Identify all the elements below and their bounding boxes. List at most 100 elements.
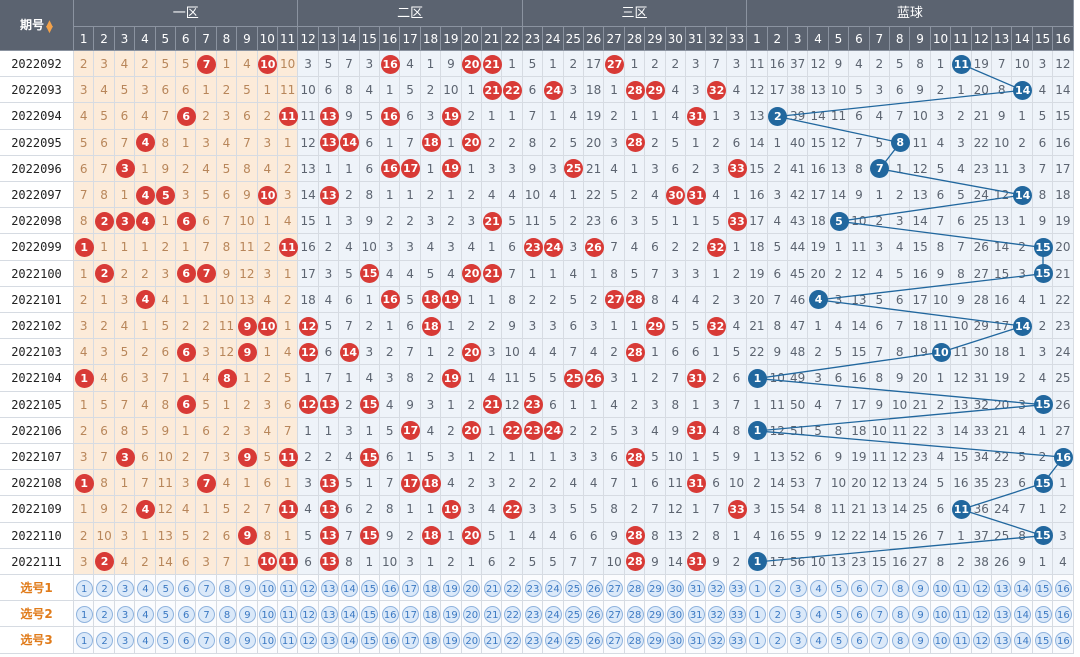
blue-select-ball[interactable]: 13 (993, 605, 1011, 623)
sort-arrows-icon[interactable]: ▲ ▼ (46, 18, 53, 35)
blue-select-ball[interactable]: 14 (1014, 579, 1032, 597)
red-select-ball[interactable]: 21 (483, 579, 501, 597)
blue-select-ball[interactable]: 15 (1034, 632, 1052, 649)
red-select-ball[interactable]: 19 (442, 605, 460, 623)
red-select-ball[interactable]: 1 (75, 579, 93, 597)
blue-select-ball[interactable]: 15 (1034, 579, 1052, 597)
blue-select-ball[interactable]: 10 (932, 632, 950, 649)
red-select-ball[interactable]: 20 (463, 605, 481, 623)
blue-select-ball[interactable]: 1 (748, 579, 766, 597)
red-select-ball[interactable]: 21 (483, 632, 501, 649)
blue-select-ball[interactable]: 6 (850, 579, 868, 597)
red-select-ball[interactable]: 5 (157, 605, 175, 623)
red-select-ball[interactable]: 8 (218, 579, 236, 597)
red-select-ball[interactable]: 30 (667, 632, 685, 649)
red-select-ball[interactable]: 26 (585, 579, 603, 597)
blue-select-ball[interactable]: 9 (912, 632, 930, 649)
red-select-ball[interactable]: 9 (238, 579, 256, 597)
red-select-ball[interactable]: 17 (402, 632, 420, 649)
red-select-ball[interactable]: 1 (75, 605, 93, 623)
red-select-ball[interactable]: 11 (279, 632, 297, 649)
red-select-ball[interactable]: 31 (687, 632, 705, 649)
red-select-ball[interactable]: 11 (279, 605, 297, 623)
red-select-ball[interactable]: 3 (116, 632, 134, 649)
issue-header[interactable]: 期号 ▲ ▼ (0, 0, 74, 51)
red-select-ball[interactable]: 6 (177, 632, 195, 649)
red-select-ball[interactable]: 23 (524, 605, 542, 623)
blue-select-ball[interactable]: 2 (769, 579, 787, 597)
red-select-ball[interactable]: 4 (136, 632, 154, 649)
red-select-ball[interactable]: 13 (320, 579, 338, 597)
blue-select-ball[interactable]: 12 (973, 632, 991, 649)
red-select-ball[interactable]: 30 (667, 605, 685, 623)
red-select-ball[interactable]: 33 (728, 605, 746, 623)
blue-select-ball[interactable]: 8 (891, 605, 909, 623)
red-select-ball[interactable]: 18 (422, 632, 440, 649)
red-select-ball[interactable]: 13 (320, 605, 338, 623)
red-select-ball[interactable]: 17 (402, 605, 420, 623)
red-select-ball[interactable]: 33 (728, 579, 746, 597)
blue-select-ball[interactable]: 10 (932, 579, 950, 597)
red-select-ball[interactable]: 14 (340, 605, 358, 623)
red-select-ball[interactable]: 19 (442, 579, 460, 597)
blue-select-ball[interactable]: 8 (891, 579, 909, 597)
red-select-ball[interactable]: 29 (646, 579, 664, 597)
blue-select-ball[interactable]: 5 (830, 632, 848, 649)
red-select-ball[interactable]: 9 (238, 632, 256, 649)
red-select-ball[interactable]: 15 (361, 605, 379, 623)
red-select-ball[interactable]: 25 (565, 632, 583, 649)
blue-select-ball[interactable]: 5 (830, 605, 848, 623)
red-select-ball[interactable]: 30 (667, 579, 685, 597)
red-select-ball[interactable]: 24 (544, 605, 562, 623)
red-select-ball[interactable]: 27 (606, 579, 624, 597)
red-select-ball[interactable]: 9 (238, 605, 256, 623)
blue-select-ball[interactable]: 4 (810, 579, 828, 597)
red-select-ball[interactable]: 26 (585, 632, 603, 649)
red-select-ball[interactable]: 10 (259, 632, 277, 649)
red-select-ball[interactable]: 28 (626, 605, 644, 623)
blue-select-ball[interactable]: 15 (1034, 605, 1052, 623)
red-select-ball[interactable]: 15 (361, 632, 379, 649)
red-select-ball[interactable]: 6 (177, 605, 195, 623)
red-select-ball[interactable]: 28 (626, 579, 644, 597)
blue-select-ball[interactable]: 11 (952, 605, 970, 623)
blue-select-ball[interactable]: 8 (891, 632, 909, 649)
red-select-ball[interactable]: 4 (136, 579, 154, 597)
red-select-ball[interactable]: 15 (361, 579, 379, 597)
red-select-ball[interactable]: 17 (402, 579, 420, 597)
blue-select-ball[interactable]: 16 (1054, 579, 1072, 597)
red-select-ball[interactable]: 31 (687, 605, 705, 623)
blue-select-ball[interactable]: 13 (993, 579, 1011, 597)
blue-select-ball[interactable]: 16 (1054, 632, 1072, 649)
red-select-ball[interactable]: 16 (381, 632, 399, 649)
blue-select-ball[interactable]: 16 (1054, 605, 1072, 623)
red-select-ball[interactable]: 33 (728, 632, 746, 649)
red-select-ball[interactable]: 32 (708, 632, 726, 649)
blue-select-ball[interactable]: 12 (973, 605, 991, 623)
red-select-ball[interactable]: 31 (687, 579, 705, 597)
red-select-ball[interactable]: 7 (198, 605, 216, 623)
red-select-ball[interactable]: 7 (198, 632, 216, 649)
blue-select-ball[interactable]: 6 (850, 632, 868, 649)
blue-select-ball[interactable]: 14 (1014, 632, 1032, 649)
red-select-ball[interactable]: 8 (218, 605, 236, 623)
blue-select-ball[interactable]: 9 (912, 605, 930, 623)
red-select-ball[interactable]: 22 (504, 632, 522, 649)
red-select-ball[interactable]: 3 (116, 605, 134, 623)
blue-select-ball[interactable]: 3 (789, 605, 807, 623)
red-select-ball[interactable]: 25 (565, 605, 583, 623)
red-select-ball[interactable]: 14 (340, 579, 358, 597)
red-select-ball[interactable]: 32 (708, 605, 726, 623)
red-select-ball[interactable]: 16 (381, 605, 399, 623)
blue-select-ball[interactable]: 2 (769, 632, 787, 649)
red-select-ball[interactable]: 5 (157, 632, 175, 649)
blue-select-ball[interactable]: 10 (932, 605, 950, 623)
blue-select-ball[interactable]: 11 (952, 632, 970, 649)
red-select-ball[interactable]: 23 (524, 579, 542, 597)
red-select-ball[interactable]: 24 (544, 632, 562, 649)
blue-select-ball[interactable]: 3 (789, 632, 807, 649)
red-select-ball[interactable]: 27 (606, 632, 624, 649)
blue-select-ball[interactable]: 5 (830, 579, 848, 597)
blue-select-ball[interactable]: 4 (810, 605, 828, 623)
blue-select-ball[interactable]: 1 (748, 605, 766, 623)
